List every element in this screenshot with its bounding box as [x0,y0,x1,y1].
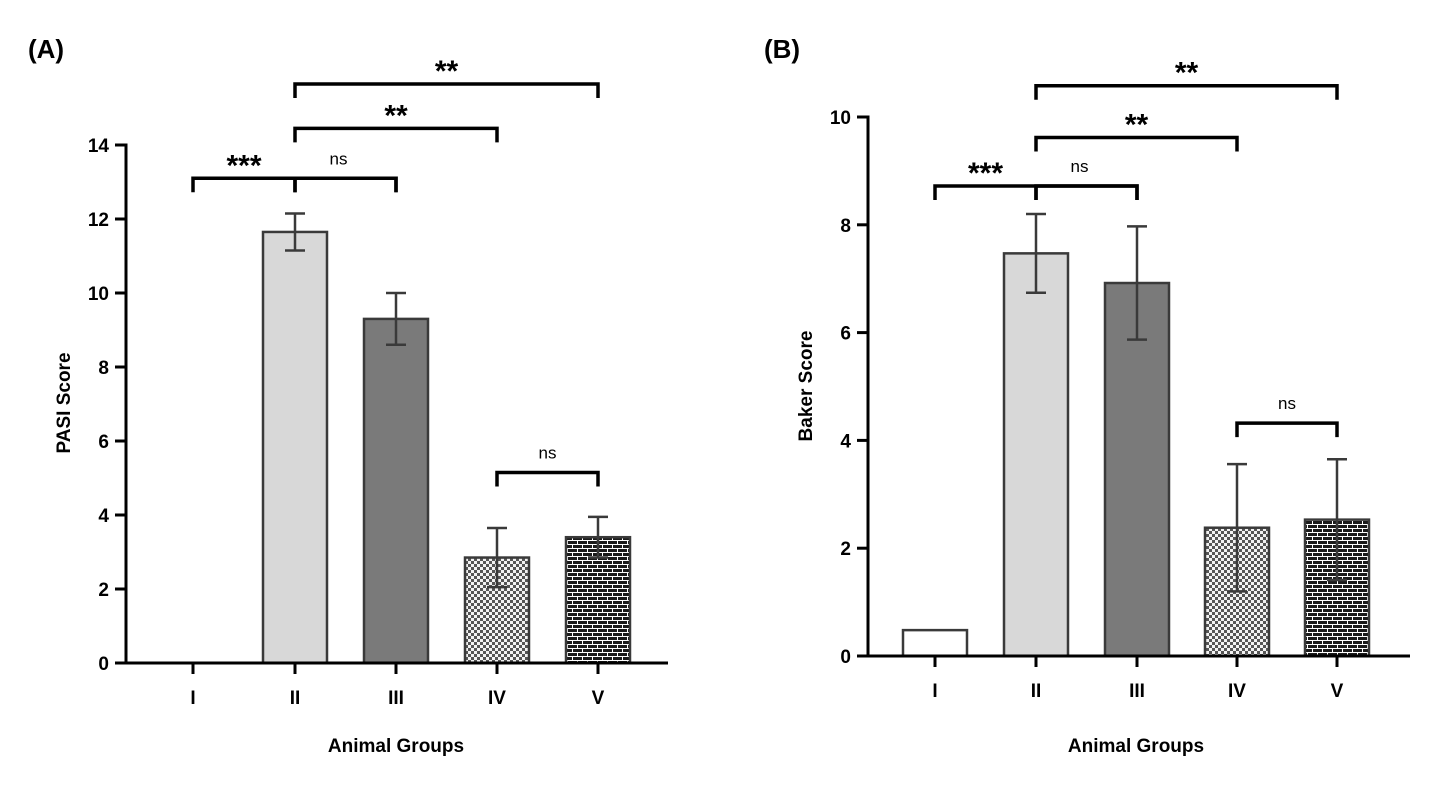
panel-b-error-bar-II [1026,212,1046,294]
panel-a-x-tick-label: II [290,688,301,709]
panel-a-x-axis-title: Animal Groups [328,736,464,757]
panel-b-significance-4: ns [1235,394,1339,438]
panel-a-x-tick-label: III [388,688,404,709]
panel-b-significance-2: ** [1034,108,1239,152]
panel-a-significance-1: ns [293,149,398,193]
panel-b-label: (B) [764,34,800,64]
panel-a-significance-bracket [293,82,600,98]
panel-b-x-tick-label: IV [1228,681,1246,702]
panel-b-significance-label: ns [1278,394,1296,413]
panel-a-x-tick-label: V [592,688,605,709]
panel-b-significance-bracket [1034,184,1139,200]
panel-b-significance-label: *** [968,157,1003,190]
panel-a: (A) Animal Groups PASI Score 0 2 4 6 8 10 12 14… [28,34,668,757]
panel-a-significance-bracket [293,126,499,143]
panel-b-y-tick-label: 4 [840,431,851,452]
panel-b-significance-1: ns [1034,157,1139,200]
panel-a-significance-label: ** [384,99,408,132]
panel-a-x-tick-label: I [190,688,195,709]
panel-a-error-bar-IV [487,526,507,589]
panel-a-error-bar-V [588,515,608,559]
panel-a-y-tick-label: 4 [98,506,109,527]
panel-a-significance-label: *** [226,149,261,182]
panel-b-x-tick-label: II [1031,681,1042,702]
panel-b-x-tick-label: V [1331,681,1344,702]
panel-b-y-tick-label: 10 [830,108,851,129]
panel-b-significance-bracket [1034,135,1239,152]
panel-b-y-axis-title: Baker Score [796,331,817,442]
panel-a-significance-bracket [495,470,600,487]
panel-a-y-tick-label: 10 [88,284,109,305]
panel-b-significance-3: ** [1034,57,1339,100]
panel-b-y-tick-label: 6 [840,324,851,345]
panel-a-significance-bracket [293,176,398,193]
panel-b-bar-II [1002,252,1070,658]
panel-a-significance-2: ** [293,99,499,143]
panel-a-y-tick-label: 14 [88,136,110,157]
panel-b-significance-bracket [1034,83,1339,100]
panel-b-error-bar-V [1327,458,1347,582]
panel-a-error-bar-III [386,291,406,347]
panel-a-y-tick-label: 12 [88,210,109,231]
panel-b-significance-label: ** [1125,108,1149,141]
panel-b-y-tick-label: 8 [840,216,851,237]
panel-b-x-tick-label: I [932,681,937,702]
panel-a-y-tick-label: 8 [98,358,109,379]
panel-b-x-tick-label: III [1129,681,1145,702]
panel-a-label: (A) [28,34,64,64]
panel-b-error-bar-III [1127,225,1147,341]
panel-a-y-tick-label: 0 [98,654,109,675]
panel-a-y-tick-label: 2 [98,580,109,601]
panel-a-bar-II [261,230,329,665]
panel-b-significance-label: ** [1175,57,1199,90]
panel-a-x-tick-label: IV [488,688,506,709]
panel-a-significance-3: ** [293,55,600,98]
panel-b-y-tick-label: 0 [840,647,851,668]
panel-a-error-bar-II [285,212,305,252]
panel-b-significance-label: ns [1071,157,1089,176]
panel-b-y-tick-label: 2 [840,539,851,560]
panel-b-x-axis-title: Animal Groups [1068,736,1204,757]
panel-a-significance-4: ns [495,443,600,487]
panel-a-significance-label: ns [330,149,348,168]
panel-a-y-axis-title: PASI Score [54,352,75,453]
panel-a-significance-label: ** [435,55,459,88]
panel-a-y-tick-label: 6 [98,432,109,453]
panel-a-significance-label: ns [539,443,557,462]
panel-b-significance-bracket [1235,421,1339,438]
panel-a-bar-III [362,317,430,665]
panel-b-error-bar-IV [1227,462,1247,593]
panel-b-bar-I [901,628,969,658]
